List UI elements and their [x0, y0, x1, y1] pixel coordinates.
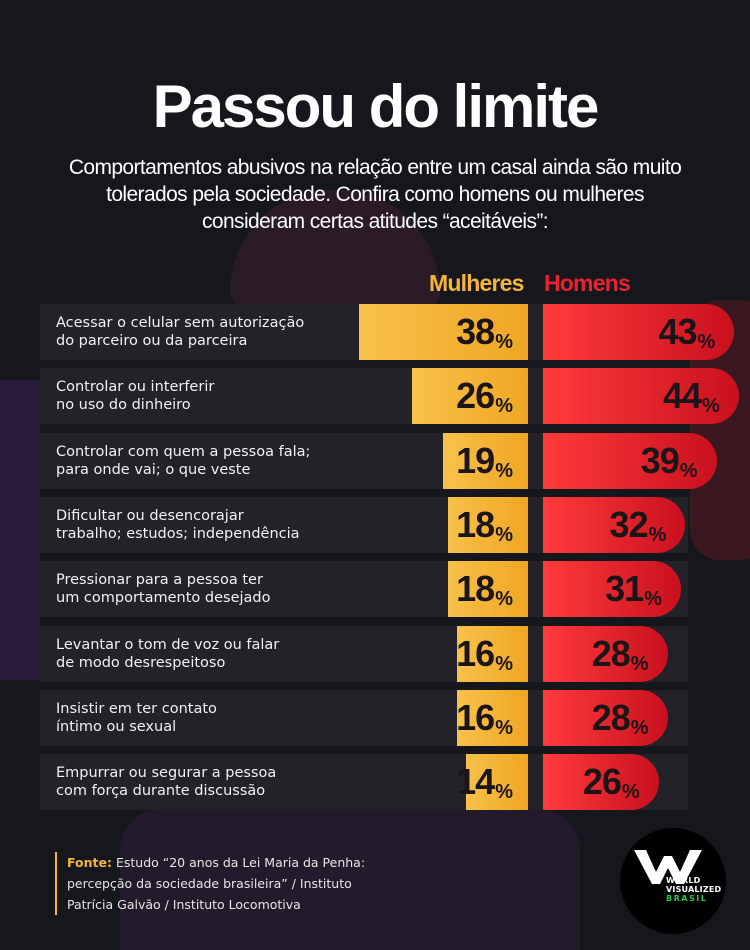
bar-men: 43% — [543, 304, 735, 360]
category-label: Controlar ou interferir no uso do dinheir… — [56, 378, 356, 414]
value-label-women: 16% — [456, 633, 513, 675]
value-label-women: 18% — [456, 568, 513, 610]
category-label: Insistir em ter contato íntimo ou sexual — [56, 700, 356, 736]
percent-sign: % — [630, 717, 649, 739]
category-label-line: Controlar ou interferir — [56, 379, 215, 395]
bar-men: 44% — [543, 368, 739, 424]
category-label: Dificultar ou desencorajar trabalho; estu… — [56, 507, 356, 543]
percent-sign: % — [495, 460, 513, 482]
category-label-line: íntimo ou sexual — [56, 719, 177, 735]
bar-men: 28% — [543, 690, 668, 746]
source-note: Fonte: Estudo “20 anos da Lei Maria da P… — [55, 852, 377, 915]
percent-sign: % — [697, 331, 716, 353]
page-subtitle: Comportamentos abusivos na relação entre… — [68, 156, 682, 233]
value-label-women: 26% — [456, 375, 513, 417]
logo-w-icon — [634, 850, 702, 884]
percent-sign: % — [495, 781, 513, 803]
logo-text: WORLD VISUALIZED BRASIL — [666, 876, 721, 903]
category-label-line: do parceiro ou da parceira — [56, 333, 248, 349]
category-label: Levantar o tom de voz ou falar de modo de… — [56, 636, 356, 672]
page-title: Passou do limite — [152, 73, 600, 140]
source-text: Estudo “20 anos da Lei Maria da Penha: p… — [67, 855, 366, 912]
legend-men: Homens — [544, 270, 631, 296]
category-label-line: trabalho; estudos; independência — [56, 526, 300, 542]
category-label-line: Controlar com quem a pessoa fala; — [56, 444, 311, 460]
value-label-women: 14% — [456, 761, 513, 803]
category-label-line: Levantar o tom de voz ou falar — [56, 637, 280, 653]
source-label: Fonte: — [67, 855, 112, 870]
bar-women: 16% — [456, 626, 528, 682]
category-label-line: no uso do dinheiro — [56, 397, 191, 413]
bar-men: 28% — [543, 626, 668, 682]
bar-women: 38% — [358, 304, 528, 360]
category-label-line: Empurrar ou segurar a pessoa — [56, 765, 277, 781]
value-label-men: 26% — [582, 761, 640, 803]
percent-sign: % — [702, 395, 720, 417]
category-label: Acessar o celular sem autorização do parc… — [56, 314, 356, 350]
bar-women: 18% — [447, 497, 528, 553]
value-label-men: 32% — [609, 504, 667, 546]
percent-sign: % — [495, 524, 513, 546]
category-label: Controlar com quem a pessoa fala; para on… — [56, 443, 356, 479]
percent-sign: % — [495, 395, 513, 417]
category-label-line: de modo desrespeitoso — [56, 655, 226, 671]
category-label-line: Insistir em ter contato — [56, 701, 217, 717]
percent-sign: % — [679, 460, 698, 482]
percent-sign: % — [644, 588, 662, 610]
bar-men: 32% — [543, 497, 686, 553]
category-label-line: um comportamento desejado — [56, 590, 271, 606]
percent-sign: % — [495, 717, 513, 739]
bar-women: 14% — [456, 754, 528, 810]
logo-line: BRASIL — [666, 894, 708, 903]
value-label-men: 44% — [662, 375, 720, 417]
legend-women: Mulheres — [429, 270, 524, 296]
category-label-line: Pressionar para a pessoa ter — [56, 572, 263, 588]
percent-sign: % — [495, 653, 513, 675]
value-label-men: 28% — [591, 633, 649, 675]
percent-sign: % — [630, 653, 649, 675]
value-label-women: 18% — [456, 504, 513, 546]
percent-sign: % — [495, 588, 513, 610]
value-label-women: 16% — [456, 697, 513, 739]
category-label: Pressionar para a pessoa ter um comportam… — [56, 571, 356, 607]
world-visualized-logo: WORLD VISUALIZED BRASIL — [620, 828, 726, 934]
bar-women: 18% — [447, 561, 528, 617]
value-label-men: 39% — [640, 440, 698, 482]
background-shape — [0, 380, 40, 680]
bar-men: 31% — [543, 561, 681, 617]
percent-sign: % — [648, 524, 667, 546]
category-label-line: Dificultar ou desencorajar — [56, 508, 244, 524]
value-label-men: 43% — [658, 311, 716, 353]
bar-women: 26% — [412, 368, 528, 424]
category-label-line: com força durante discussão — [56, 783, 266, 799]
value-label-men: 31% — [605, 568, 662, 610]
bar-women: 16% — [456, 690, 528, 746]
category-label-line: Acessar o celular sem autorização — [56, 315, 305, 331]
value-label-women: 38% — [456, 311, 513, 353]
bar-men: 26% — [543, 754, 659, 810]
bar-men: 39% — [543, 433, 717, 489]
value-label-women: 19% — [456, 440, 513, 482]
bar-women: 19% — [443, 433, 528, 489]
percent-sign: % — [621, 781, 640, 803]
value-label-men: 28% — [591, 697, 649, 739]
category-label-line: para onde vai; o que veste — [56, 462, 251, 478]
category-label: Empurrar ou segurar a pessoa com força du… — [56, 764, 356, 800]
logo-line: VISUALIZED — [666, 885, 722, 894]
percent-sign: % — [495, 331, 513, 353]
logo-line: WORLD — [666, 876, 701, 885]
